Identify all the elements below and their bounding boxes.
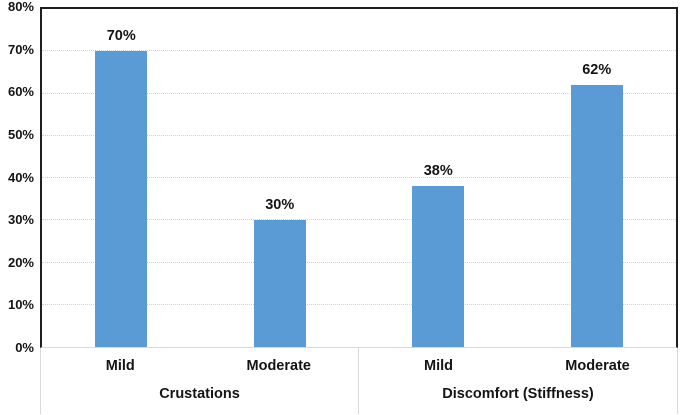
y-axis-tick-label: 50% bbox=[7, 126, 34, 142]
x-axis-group-crustations: Mild Moderate Crustations bbox=[41, 348, 359, 414]
category-label-mild: Mild bbox=[424, 358, 453, 374]
bar-mild-crustations bbox=[95, 51, 148, 347]
group-label-crustations: Crustations bbox=[159, 386, 240, 402]
x-axis-group-discomfort: Mild Moderate Discomfort (Stiffness) bbox=[359, 348, 677, 414]
y-axis-tick-label: 20% bbox=[7, 254, 34, 270]
y-axis: 0% 10% 20% 30% 40% 50% 60% 70% 80% bbox=[0, 0, 36, 415]
gridline bbox=[42, 261, 676, 263]
y-axis-tick-label: 0% bbox=[15, 340, 34, 355]
category-row: Mild Moderate bbox=[41, 348, 358, 374]
data-label-moderate-discomfort: 62% bbox=[582, 62, 612, 79]
category-row: Mild Moderate bbox=[359, 348, 677, 374]
bar-slot-mild-crustations: 70% bbox=[42, 9, 201, 347]
gridline bbox=[42, 219, 676, 221]
gridline bbox=[42, 134, 676, 136]
gridline bbox=[42, 50, 676, 52]
bar-mild-discomfort bbox=[412, 186, 465, 347]
y-axis-tick-label: 70% bbox=[7, 41, 34, 57]
bars-layer: 70% 30% 38% 62% bbox=[42, 9, 676, 347]
y-axis-tick-label: 80% bbox=[7, 0, 34, 14]
category-label-moderate: Moderate bbox=[246, 358, 311, 374]
group-crustations: 70% 30% bbox=[42, 9, 359, 347]
category-label-mild: Mild bbox=[105, 358, 135, 374]
data-label-mild-crustations: 70% bbox=[106, 28, 136, 45]
bar-moderate-crustations bbox=[253, 220, 306, 347]
bar-slot-mild-discomfort: 38% bbox=[359, 9, 518, 347]
y-axis-tick-label: 40% bbox=[7, 169, 34, 185]
data-label-mild-discomfort: 38% bbox=[423, 163, 453, 180]
bar-slot-moderate-crustations: 30% bbox=[201, 9, 360, 347]
y-axis-tick-label: 10% bbox=[7, 297, 34, 313]
gridline bbox=[42, 177, 676, 178]
y-axis-tick-label: 30% bbox=[7, 212, 34, 228]
gridline bbox=[42, 303, 676, 305]
bar-moderate-discomfort bbox=[570, 85, 623, 347]
plot-area: 70% 30% 38% 62% bbox=[40, 7, 678, 348]
x-axis-area: Mild Moderate Crustations Mild Moderate … bbox=[40, 348, 678, 414]
y-axis-tick-label: 60% bbox=[7, 84, 34, 100]
group-label-discomfort: Discomfort (Stiffness) bbox=[442, 386, 594, 402]
category-label-moderate: Moderate bbox=[565, 358, 630, 374]
bar-slot-moderate-discomfort: 62% bbox=[518, 9, 677, 347]
data-label-moderate-crustations: 30% bbox=[265, 197, 295, 214]
gridline bbox=[42, 92, 676, 94]
group-discomfort: 38% 62% bbox=[359, 9, 676, 347]
